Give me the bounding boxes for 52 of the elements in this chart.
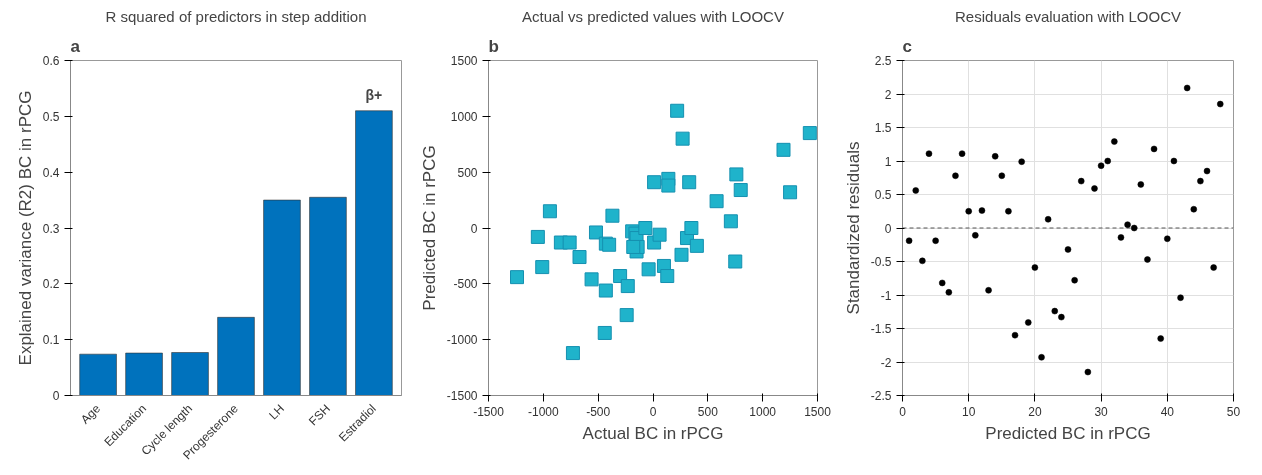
y-tick-label: 2.5 <box>874 54 892 68</box>
x-tick-label: -1500 <box>473 404 505 419</box>
y-tick-label: 1 <box>884 154 892 169</box>
x-tick-label: 30 <box>1094 404 1109 419</box>
y-tick-label: 1000 <box>450 109 478 124</box>
x-tick-label: Age <box>78 401 104 427</box>
x-tick-label: 500 <box>697 404 719 419</box>
chart-title: Actual vs predicted values with LOOCV <box>522 7 784 25</box>
y-tick-label: 0.3 <box>42 221 60 236</box>
y-tick-label: 1.5 <box>874 121 892 135</box>
x-tick-label: 20 <box>1028 404 1042 419</box>
y-tick-label: -500 <box>453 277 478 292</box>
text: b <box>488 36 499 56</box>
y-axis-title: Predicted BC in rPCG <box>419 145 439 311</box>
x-tick-label: 1000 <box>749 404 777 419</box>
y-tick-label: 500 <box>457 165 478 180</box>
x-tick-label: 50 <box>1226 404 1241 419</box>
y-tick-label: 0.2 <box>42 277 60 292</box>
y-tick-label: 0.5 <box>42 109 60 124</box>
chart-title: R squared of predictors in step addition <box>105 7 367 25</box>
x-tick-label: 0 <box>899 404 907 419</box>
x-tick-label: 10 <box>962 404 976 419</box>
y-axis-title: Explained variance (R2) BC in rPCG <box>15 90 35 366</box>
y-tick-label: 0.4 <box>42 165 60 180</box>
x-tick-label: LH <box>266 401 287 423</box>
y-tick-label: 0.5 <box>874 188 892 202</box>
x-axis-title: Predicted BC in rPCG <box>985 423 1151 443</box>
x-axis-title: Actual BC in rPCG <box>582 423 724 443</box>
text: a <box>70 36 81 56</box>
y-tick-label: 2 <box>884 87 892 102</box>
x-tick-label: 0 <box>649 404 657 419</box>
y-tick-label: -1 <box>880 288 892 303</box>
chart-title: Residuals evaluation with LOOCV <box>955 7 1181 25</box>
text: c <box>902 36 912 56</box>
x-tick-label: -1000 <box>527 404 560 419</box>
y-tick-label: -2 <box>880 355 892 370</box>
y-tick-label: 0 <box>470 221 478 236</box>
x-tick-label: 1500 <box>804 404 832 419</box>
annotation: β+ <box>365 86 383 103</box>
y-tick-label: 0.1 <box>42 333 60 348</box>
y-tick-label: 0.6 <box>42 54 60 68</box>
x-tick-label: 40 <box>1160 404 1175 419</box>
y-tick-label: 0 <box>52 389 60 403</box>
y-tick-label: -2.5 <box>870 389 892 403</box>
x-tick-label: -500 <box>586 404 611 419</box>
y-tick-label: -0.5 <box>870 255 892 269</box>
y-tick-label: -1000 <box>446 333 478 348</box>
y-tick-label: 0 <box>884 221 892 236</box>
y-tick-label: 1500 <box>450 54 478 68</box>
y-tick-label: -1.5 <box>870 322 892 336</box>
y-tick-label: -1500 <box>446 389 478 403</box>
y-axis-title: Standardized residuals <box>843 141 863 315</box>
